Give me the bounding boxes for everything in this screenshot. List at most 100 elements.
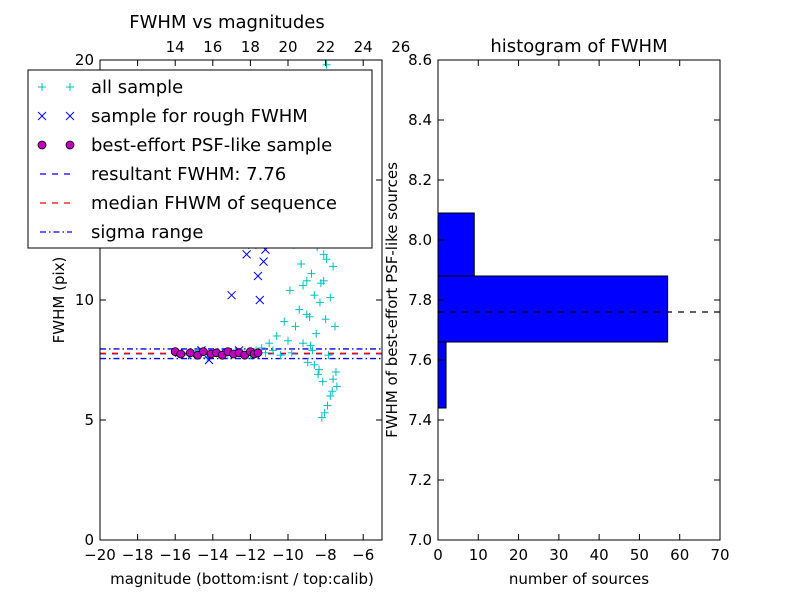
scatter-panel: −20−18−16−14−12−10−8−6 05101520 14161820… [27, 12, 411, 588]
histogram-title: histogram of FWHM [490, 36, 667, 57]
data-point [320, 408, 329, 417]
data-point [302, 276, 311, 285]
data-point [284, 336, 292, 345]
data-point [265, 339, 274, 348]
legend-label: sigma range [91, 222, 203, 243]
legend-marker [65, 111, 75, 121]
x-tick-label: 40 [590, 546, 609, 564]
histogram-y-label: FWHM of best-effort PSF-like sources [383, 162, 401, 438]
data-point [329, 375, 338, 384]
y-tick-label: 0 [84, 531, 94, 549]
legend-label: sample for rough FWHM [91, 106, 308, 127]
histogram-x-label: number of sources [509, 570, 649, 588]
data-point [253, 271, 263, 281]
x-tick-label: 0 [433, 546, 443, 564]
top-x-tick-label: 20 [278, 38, 297, 56]
legend-item: median FHWM of sequence [40, 193, 337, 214]
legend: all sample sample for rough FWHM best-effo… [27, 69, 373, 249]
data-point [227, 290, 236, 300]
data-point [280, 317, 289, 326]
histogram-x-axis-ticks: 0 10 20 30 40 50 60 70 [433, 60, 730, 564]
legend-marker [37, 111, 47, 121]
y-tick-label: 7.4 [408, 411, 432, 429]
data-point [321, 315, 330, 324]
scatter-x-label: magnitude (bottom:isnt / top:calib) [110, 570, 374, 588]
histogram-bar [438, 212, 475, 277]
data-point [306, 341, 315, 350]
data-point [302, 310, 311, 319]
scatter-title: FWHM vs magnitudes [129, 12, 324, 33]
data-point [315, 298, 324, 307]
data-point [261, 348, 270, 357]
data-point [303, 358, 312, 367]
y-tick-label: 10 [75, 291, 94, 309]
legend-label: median FHWM of sequence [91, 193, 337, 214]
data-point [310, 291, 319, 300]
data-point [322, 255, 331, 264]
y-tick-label: 7.2 [408, 471, 432, 489]
histogram-y-axis-ticks: 7.0 7.2 7.4 7.6 7.8 8.0 8.2 8.4 8.6 [408, 51, 720, 549]
top-x-tick-label: 18 [241, 38, 260, 56]
legend-item: resultant FWHM: 7.76 [40, 164, 286, 185]
histogram-bars [438, 212, 669, 409]
data-point [176, 349, 186, 359]
data-point [253, 348, 263, 358]
data-point [295, 305, 304, 314]
data-point [268, 346, 277, 355]
data-point [297, 260, 306, 268]
y-tick-label: 7.0 [408, 531, 432, 549]
x-tick-label: 60 [670, 546, 689, 564]
data-point [291, 322, 300, 331]
top-x-tick-label: 24 [354, 38, 373, 56]
scatter-y-label: FWHM (pix) [50, 257, 68, 344]
x-tick-label: 50 [630, 546, 649, 564]
data-point [322, 60, 331, 69]
x-tick-label: −18 [122, 546, 154, 564]
x-tick-label: −8 [315, 546, 337, 564]
data-point [332, 382, 341, 391]
legend-marker [37, 140, 47, 150]
data-point [318, 377, 327, 386]
data-point [242, 250, 251, 259]
data-point [307, 269, 316, 278]
x-tick-label: −14 [197, 546, 229, 564]
y-tick-label: 8.4 [408, 111, 432, 129]
y-tick-label: 8.2 [408, 171, 432, 189]
legend-marker [65, 140, 75, 150]
legend-item: sample for rough FWHM [37, 106, 308, 127]
histogram-bar [438, 341, 447, 409]
top-x-axis-ticks: 14 16 18 20 22 24 26 [166, 38, 411, 56]
top-x-tick-label: 16 [203, 38, 222, 56]
data-point [314, 370, 323, 379]
y-tick-label: 8.0 [408, 231, 432, 249]
x-tick-label: −16 [159, 546, 191, 564]
data-point [276, 351, 285, 360]
data-point [308, 346, 317, 355]
data-point [331, 322, 339, 331]
data-point [328, 387, 337, 396]
data-point [317, 413, 326, 422]
data-point [319, 250, 328, 259]
x-tick-label: −20 [84, 546, 116, 564]
y-tick-label: 5 [84, 411, 94, 429]
y-tick-label: 20 [75, 51, 94, 69]
top-x-tick-label: 26 [391, 38, 410, 56]
x-tick-label: 10 [469, 546, 488, 564]
data-point [323, 401, 332, 410]
data-point [185, 348, 195, 358]
legend-item: sigma range [40, 222, 203, 243]
legend-label: resultant FWHM: 7.76 [91, 164, 286, 185]
legend-marker [66, 83, 74, 91]
data-point [310, 360, 319, 369]
data-point [299, 281, 308, 290]
top-x-tick-label: 22 [316, 38, 335, 56]
data-point [255, 295, 265, 305]
data-point [198, 347, 208, 357]
data-point [324, 351, 333, 360]
x-tick-label: −6 [352, 546, 374, 564]
y-tick-label: 7.6 [408, 351, 432, 369]
data-point [299, 339, 308, 348]
legend-box [27, 69, 373, 249]
